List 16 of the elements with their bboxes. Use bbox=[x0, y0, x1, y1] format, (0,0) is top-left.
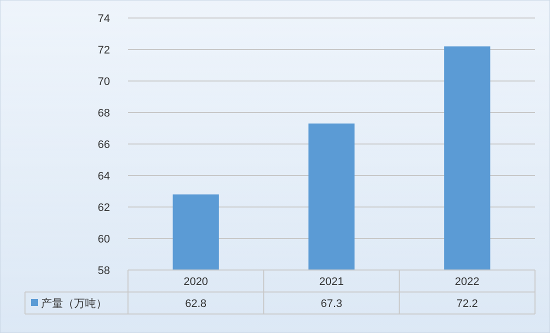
y-tick-label: 64 bbox=[98, 170, 110, 182]
y-tick-label: 70 bbox=[98, 76, 110, 88]
y-tick-label: 66 bbox=[98, 139, 110, 151]
x-tick-label: 2021 bbox=[319, 276, 344, 288]
y-tick-label: 58 bbox=[98, 265, 110, 277]
data-label: 67.3 bbox=[320, 298, 342, 310]
y-tick-label: 72 bbox=[98, 44, 110, 56]
y-tick-label: 60 bbox=[98, 234, 110, 246]
legend-label: 产量（万吨） bbox=[41, 297, 107, 310]
x-tick-label: 2020 bbox=[184, 276, 208, 288]
y-tick-label: 62 bbox=[98, 202, 110, 214]
y-tick-label: 68 bbox=[98, 108, 110, 120]
y-tick-label: 74 bbox=[98, 13, 110, 25]
data-label: 72.2 bbox=[456, 298, 478, 310]
x-tick-label: 2022 bbox=[454, 276, 480, 288]
data-label: 62.8 bbox=[185, 298, 207, 310]
